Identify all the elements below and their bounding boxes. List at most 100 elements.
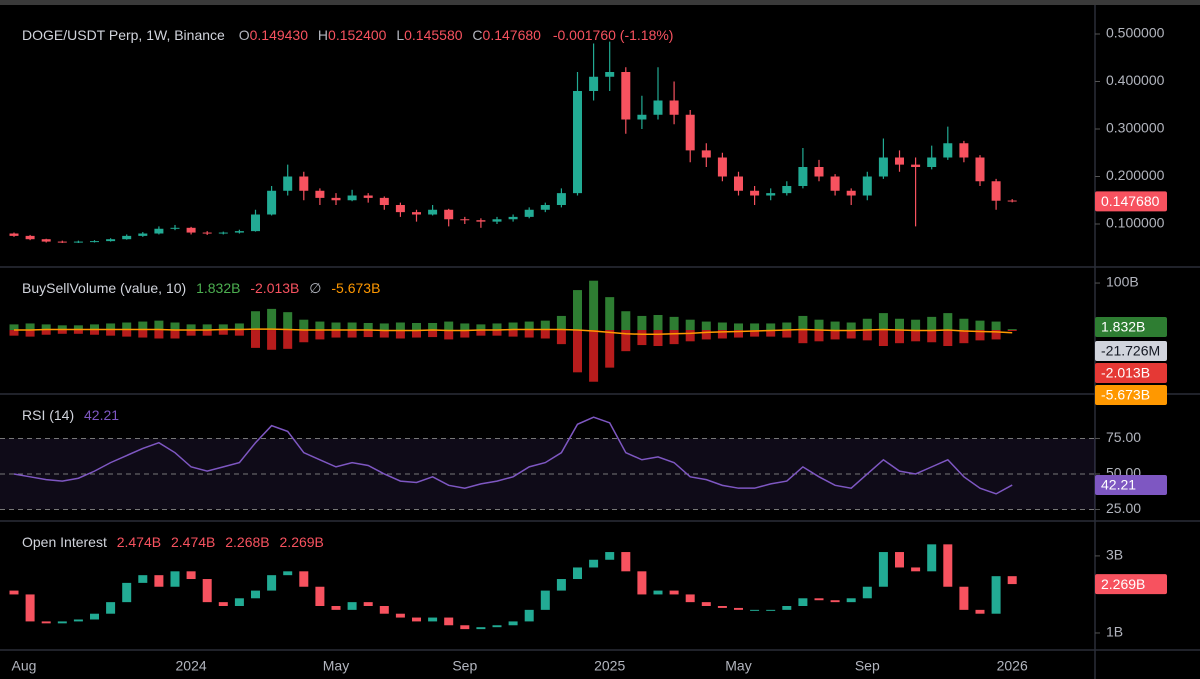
candle-body	[895, 157, 904, 165]
candle-body	[830, 600, 840, 603]
volume-bar	[895, 318, 904, 331]
price-tag: 0.147680	[1101, 193, 1160, 209]
volume-bar	[106, 330, 116, 336]
candle-body	[57, 621, 67, 624]
volume-bar	[492, 323, 502, 331]
change: -0.001760 (-1.18%)	[553, 27, 674, 43]
candle-body	[347, 195, 357, 201]
candle-body	[782, 186, 792, 194]
y-tick-label: 0.400000	[1106, 72, 1165, 88]
volume-bar	[138, 330, 148, 338]
volume-bar	[878, 313, 888, 331]
volume-bar	[186, 324, 196, 331]
candle-body	[862, 176, 872, 196]
candle-body	[363, 602, 373, 606]
volume-bar	[347, 330, 357, 338]
candle-body	[653, 100, 663, 115]
volume-bar	[943, 330, 953, 347]
volume-bar	[218, 324, 228, 331]
ohlc-value: 0.147680	[483, 27, 542, 43]
ohlc-value: 0.145580	[404, 27, 463, 43]
volume-bar	[734, 330, 743, 338]
candle-body	[251, 590, 260, 599]
volume-bar	[782, 322, 792, 331]
volume-bar	[975, 320, 985, 331]
y-tick-label: 0.300000	[1106, 120, 1165, 136]
candle-body	[685, 114, 695, 151]
candle-body	[621, 72, 631, 120]
rsi-line	[13, 416, 1013, 495]
candle-body	[90, 613, 99, 620]
volume-separator: ∅	[309, 280, 321, 296]
volume-bar	[895, 330, 904, 344]
candle-body	[492, 219, 502, 222]
volume-bar	[73, 325, 83, 331]
oi-readout: 2.474B	[171, 534, 215, 550]
volume-bar	[782, 330, 792, 338]
volume-bar	[251, 311, 260, 331]
candle-body	[750, 190, 760, 196]
oi-readout: 2.474B	[117, 534, 161, 550]
volume-readout: -5.673B	[331, 280, 380, 296]
volume-bar	[991, 321, 1001, 331]
candle-body	[395, 205, 405, 213]
candle-body	[90, 241, 99, 243]
candle-body	[283, 176, 293, 191]
ohlc-letter: O	[239, 27, 250, 43]
volume-bar	[959, 330, 969, 344]
volume-bar	[379, 323, 389, 331]
volume-bar	[669, 316, 679, 331]
oi-tag: 2.269B	[1101, 576, 1145, 592]
symbol-title: DOGE/USDT Perp, 1W, Binance	[22, 27, 225, 43]
volume-bar	[57, 325, 67, 331]
rsi-tag: 42.21	[1101, 477, 1136, 493]
candle-body	[927, 157, 937, 168]
candle-body	[347, 602, 357, 610]
candle-body	[154, 575, 164, 587]
candle-body	[959, 143, 969, 158]
candle-body	[911, 567, 921, 572]
volume-bar	[202, 324, 212, 331]
candle-body	[959, 586, 969, 610]
volume-bar	[90, 330, 99, 335]
candle-body	[830, 176, 840, 191]
x-tick-label: May	[725, 658, 751, 674]
candle-body	[428, 209, 438, 215]
candle-body	[895, 552, 904, 568]
candle-body	[186, 227, 196, 233]
ohlc-letter: H	[318, 27, 328, 43]
candle-body	[460, 625, 470, 630]
y-tick-label: 100B	[1106, 274, 1139, 290]
x-tick-label: May	[323, 658, 349, 674]
candle-body	[363, 195, 373, 198]
y-tick-label: 75.00	[1106, 429, 1141, 445]
volume-readout: -2.013B	[250, 280, 299, 296]
candle-body	[975, 157, 985, 182]
candle-body	[508, 621, 518, 626]
candle-body	[25, 594, 35, 622]
candle-body	[122, 235, 132, 240]
candle-body	[299, 571, 309, 587]
volume-tag: -21.726M	[1101, 343, 1160, 359]
candle-body	[492, 625, 502, 628]
volume-bar	[814, 330, 824, 342]
volume-bar	[428, 330, 438, 338]
volume-bar	[299, 330, 309, 343]
volume-bar	[750, 323, 760, 331]
candle-body	[73, 241, 83, 243]
candle-body	[573, 567, 582, 580]
candle-body	[106, 602, 116, 614]
candle-body	[862, 586, 872, 599]
volume-bar	[669, 330, 679, 345]
volume-bar	[943, 313, 953, 331]
volume-bar	[798, 330, 808, 344]
volume-bar	[154, 330, 164, 339]
volume-bar	[267, 330, 277, 350]
candle-body	[605, 552, 615, 560]
candle-body	[556, 579, 566, 591]
candle-body	[782, 606, 792, 610]
volume-bar	[363, 322, 373, 331]
volume-bar	[862, 318, 872, 331]
x-tick-label: Sep	[452, 658, 477, 674]
rsi-header: RSI (14) 42.21	[22, 407, 119, 423]
